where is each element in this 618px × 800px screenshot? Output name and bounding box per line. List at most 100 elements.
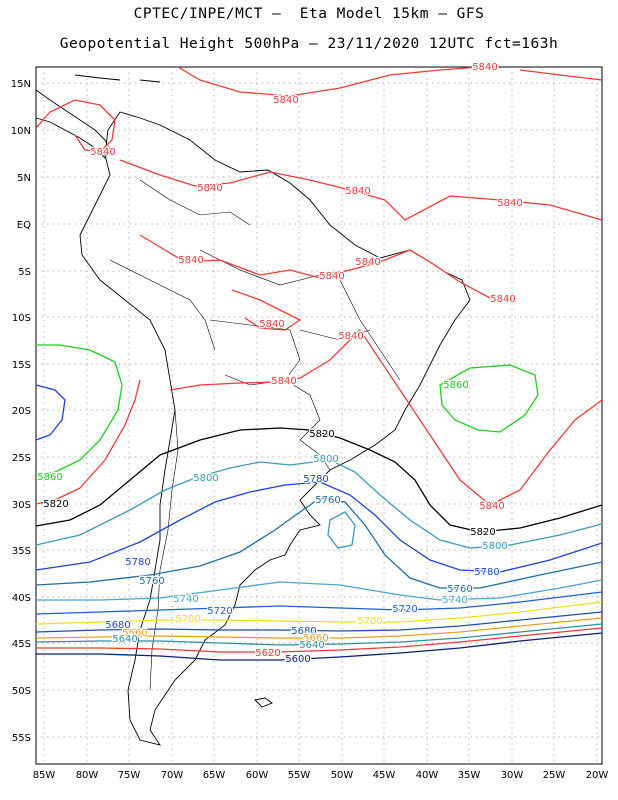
contour-label: 5800 xyxy=(193,473,218,484)
border-peru-brazil xyxy=(109,259,216,351)
latitude-tick-label: 25S xyxy=(12,453,31,464)
latitude-tick-label: 20S xyxy=(12,406,31,417)
contour-label: 5840 xyxy=(345,186,370,197)
contour-label: 5840 xyxy=(472,62,497,73)
contour-label: 5740 xyxy=(442,595,467,606)
contour-5840-west xyxy=(35,379,141,505)
contour-label: 5620 xyxy=(255,648,280,659)
contour-5840-amazon xyxy=(119,159,603,221)
latitude-tick-labels: 15N 10N 5N EQ 5S 10S 15S 20S 25S 30S 35S 40S 45S 50S 5… xyxy=(11,79,31,744)
latitude-tick-label: 10N xyxy=(11,126,31,137)
longitude-tick-label: 40W xyxy=(416,770,439,781)
longitude-tick-label: 30W xyxy=(501,770,524,781)
longitude-tick-label: 55W xyxy=(288,770,311,781)
contour-label: 5840 xyxy=(355,257,380,268)
longitude-tick-label: 85W xyxy=(33,770,56,781)
longitude-tick-label: 25W xyxy=(543,770,566,781)
map-title-line-1: CPTEC/INPE/MCT – Eta Model 15km – GFS xyxy=(133,6,485,22)
contour-label: 5840 xyxy=(490,294,515,305)
caribbean-islands xyxy=(74,74,161,83)
latitude-tick-label: 40S xyxy=(12,593,31,604)
latitude-tick-label: 15N xyxy=(11,79,31,90)
contour-label: 5700 xyxy=(175,614,200,625)
contour-5800-lake xyxy=(327,511,356,549)
contour-label: 5760 xyxy=(315,495,340,506)
border-colombia-venezuela xyxy=(139,179,251,226)
contour-label: 5700 xyxy=(357,616,382,627)
contour-5860-atlantic xyxy=(439,364,539,433)
contour-label: 5680 xyxy=(291,626,316,637)
latitude-tick-label: 45S xyxy=(12,639,31,650)
contour-label: 5740 xyxy=(173,594,198,605)
contour-label: 5660 xyxy=(122,628,147,639)
contour-label: 5780 xyxy=(303,474,328,485)
contour-5700 xyxy=(35,601,603,625)
contour-label: 5860 xyxy=(37,472,62,483)
contour-label: 5840 xyxy=(497,198,522,209)
latitude-tick-label: EQ xyxy=(17,220,31,231)
contour-labels: 5840 5840 5840 5840 5840 5840 5840 5840 5840 5840… xyxy=(36,61,524,667)
border-brazil-states xyxy=(299,279,401,381)
contour-5600 xyxy=(36,632,603,661)
contour-5760 xyxy=(35,497,603,589)
latitude-tick-label: 35S xyxy=(12,546,31,557)
latitude-tick-label: 5N xyxy=(17,173,31,184)
contour-label: 5800 xyxy=(482,541,507,552)
border-bolivia xyxy=(209,319,301,386)
contour-label: 5660 xyxy=(303,633,328,644)
longitude-tick-label: 65W xyxy=(203,770,226,781)
contour-label: 5600 xyxy=(285,654,310,665)
contour-label: 5860 xyxy=(443,380,468,391)
latitude-tick-label: 15S xyxy=(12,360,31,371)
contour-label: 5720 xyxy=(207,606,232,617)
contour-5860-west-edge xyxy=(35,384,66,441)
contour-label: 5720 xyxy=(392,604,417,615)
contour-5720 xyxy=(35,591,603,615)
latitude-tick-label: 5S xyxy=(18,267,31,278)
contour-5820 xyxy=(35,427,603,533)
contour-label: 5840 xyxy=(319,271,344,282)
contour-5840-north xyxy=(177,66,603,97)
contour-5840-south-trough xyxy=(169,328,603,506)
contour-label: 5780 xyxy=(125,557,150,568)
contour-label: 5840 xyxy=(90,147,115,158)
contour-label: 5840 xyxy=(178,255,203,266)
map-frame xyxy=(35,66,603,765)
latitude-tick-label: 50S xyxy=(12,686,31,697)
south-america-coast xyxy=(79,111,471,746)
longitude-tick-label: 20W xyxy=(586,770,609,781)
longitude-tick-label: 80W xyxy=(76,770,99,781)
contour-5800 xyxy=(35,459,603,549)
longitude-tick-labels: 85W 80W 75W 70W 65W 60W 55W 50W 45W 40W 35W 30W 25W 2… xyxy=(33,770,609,781)
longitude-tick-label: 50W xyxy=(331,770,354,781)
contour-5780 xyxy=(35,481,603,573)
contour-5840-bolivia xyxy=(231,289,302,331)
contour-label: 5840 xyxy=(479,501,504,512)
latitude-tick-label: 10S xyxy=(12,313,31,324)
latitude-tick-label: 55S xyxy=(12,733,31,744)
contour-label: 5820 xyxy=(309,429,334,440)
height-contours xyxy=(35,66,603,661)
contour-label: 5840 xyxy=(338,331,363,342)
contour-label: 5640 xyxy=(112,634,137,645)
contour-5680 xyxy=(35,611,603,633)
contour-5660 xyxy=(35,617,603,639)
map-title-line-2: Geopotential Height 500hPa – 23/11/2020 … xyxy=(59,36,559,52)
contour-label: 5840 xyxy=(259,319,284,330)
coastlines xyxy=(35,74,471,746)
longitude-tick-label: 35W xyxy=(458,770,481,781)
contour-label: 5840 xyxy=(271,376,296,387)
longitude-tick-label: 70W xyxy=(161,770,184,781)
contour-label: 5680 xyxy=(105,620,130,631)
contour-label: 5820 xyxy=(470,527,495,538)
border-brazil-north xyxy=(199,249,351,286)
falkland-islands xyxy=(254,697,273,708)
contour-5840-inland xyxy=(139,234,516,301)
contour-label: 5840 xyxy=(273,95,298,106)
border-chile-argentina xyxy=(149,409,179,691)
border-uruguay xyxy=(299,439,331,471)
central-america-coast xyxy=(35,89,111,159)
contour-5740 xyxy=(36,579,603,601)
contour-label: 5780 xyxy=(474,567,499,578)
